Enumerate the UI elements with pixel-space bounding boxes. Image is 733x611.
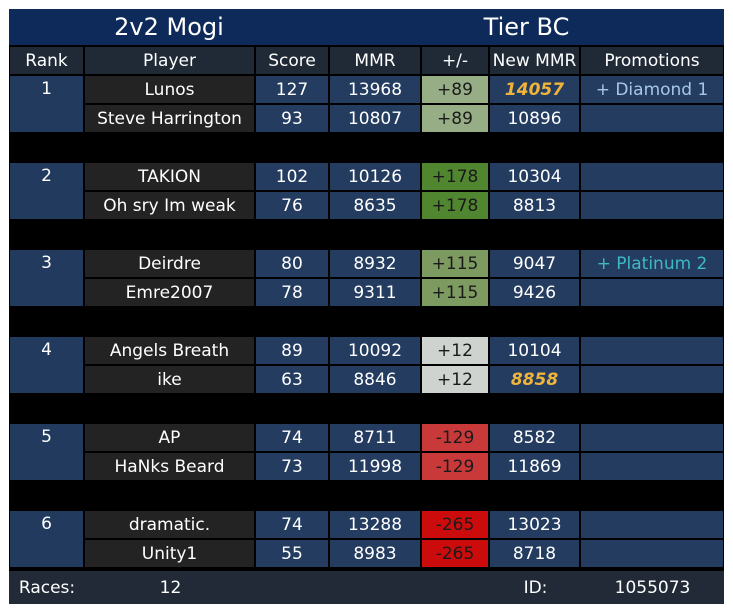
tier-label: Tier BC bbox=[329, 9, 724, 45]
player-delta: +178 bbox=[422, 192, 488, 219]
player-name: Deirdre bbox=[85, 250, 254, 277]
team-rank: 4 bbox=[10, 337, 83, 393]
player-new-mmr: 10896 bbox=[490, 105, 579, 132]
column-header-new-mmr: New MMR bbox=[490, 47, 579, 74]
player-promotion bbox=[581, 453, 723, 480]
player-score: 80 bbox=[256, 250, 328, 277]
player-mmr: 10126 bbox=[330, 163, 420, 190]
player-promotion bbox=[581, 511, 723, 538]
player-delta: +89 bbox=[422, 105, 488, 132]
player-promotion bbox=[581, 424, 723, 451]
player-new-mmr: 9426 bbox=[490, 279, 579, 306]
player-new-mmr: 11869 bbox=[490, 453, 579, 480]
player-new-mmr: 13023 bbox=[490, 511, 579, 538]
player-promotion bbox=[581, 279, 723, 306]
player-promotion bbox=[581, 540, 723, 567]
player-new-mmr: 8718 bbox=[490, 540, 579, 567]
player-mmr: 8932 bbox=[330, 250, 420, 277]
player-name: Lunos bbox=[85, 76, 254, 103]
player-delta: +115 bbox=[422, 250, 488, 277]
player-delta: +12 bbox=[422, 366, 488, 393]
player-delta: +89 bbox=[422, 76, 488, 103]
player-mmr: 8711 bbox=[330, 424, 420, 451]
player-delta: +12 bbox=[422, 337, 488, 364]
team-rank: 1 bbox=[10, 76, 83, 132]
player-promotion bbox=[581, 105, 723, 132]
column-header-mmr: MMR bbox=[330, 47, 420, 74]
player-name: Emre2007 bbox=[85, 279, 254, 306]
player-score: 74 bbox=[256, 511, 328, 538]
player-promotion bbox=[581, 192, 723, 219]
player-score: 76 bbox=[256, 192, 328, 219]
id-value: 1055073 bbox=[614, 577, 691, 598]
player-name: Steve Harrington bbox=[85, 105, 254, 132]
races-label: Races: bbox=[18, 577, 76, 598]
player-name: Angels Breath bbox=[85, 337, 254, 364]
player-score: 73 bbox=[256, 453, 328, 480]
player-new-mmr: 10304 bbox=[490, 163, 579, 190]
player-promotion bbox=[581, 366, 723, 393]
player-name: HaNks Beard bbox=[85, 453, 254, 480]
player-new-mmr: 10104 bbox=[490, 337, 579, 364]
team-rank: 2 bbox=[10, 163, 83, 219]
player-score: 127 bbox=[256, 76, 328, 103]
player-mmr: 10092 bbox=[330, 337, 420, 364]
player-name: AP bbox=[85, 424, 254, 451]
player-new-mmr: 9047 bbox=[490, 250, 579, 277]
player-promotion: + Diamond 1 bbox=[581, 76, 723, 103]
mogi-results-table: 2v2 Mogi Tier BC Rank Player Score MMR +… bbox=[9, 9, 724, 604]
player-new-mmr: 14057 bbox=[490, 76, 579, 103]
player-score: 89 bbox=[256, 337, 328, 364]
column-header-score: Score bbox=[256, 47, 328, 74]
player-new-mmr: 8858 bbox=[490, 366, 579, 393]
player-delta: -129 bbox=[422, 424, 488, 451]
player-delta: -265 bbox=[422, 511, 488, 538]
player-new-mmr: 8582 bbox=[490, 424, 579, 451]
player-score: 93 bbox=[256, 105, 328, 132]
column-header-player: Player bbox=[85, 47, 254, 74]
player-name: TAKION bbox=[85, 163, 254, 190]
player-mmr: 8635 bbox=[330, 192, 420, 219]
player-score: 74 bbox=[256, 424, 328, 451]
player-delta: +178 bbox=[422, 163, 488, 190]
table-title: 2v2 Mogi bbox=[9, 9, 329, 45]
player-delta: -129 bbox=[422, 453, 488, 480]
results-footer bbox=[9, 571, 724, 604]
player-mmr: 11998 bbox=[330, 453, 420, 480]
player-name: dramatic. bbox=[85, 511, 254, 538]
player-promotion bbox=[581, 337, 723, 364]
column-header-promotions: Promotions bbox=[581, 47, 723, 74]
player-delta: -265 bbox=[422, 540, 488, 567]
player-mmr: 8983 bbox=[330, 540, 420, 567]
column-header-rank: Rank bbox=[10, 47, 83, 74]
player-delta: +115 bbox=[422, 279, 488, 306]
player-name: ike bbox=[85, 366, 254, 393]
player-name: Unity1 bbox=[85, 540, 254, 567]
races-value: 12 bbox=[159, 577, 182, 598]
team-rank: 6 bbox=[10, 511, 83, 567]
player-promotion bbox=[581, 163, 723, 190]
player-mmr: 10807 bbox=[330, 105, 420, 132]
team-rank: 3 bbox=[10, 250, 83, 306]
player-score: 63 bbox=[256, 366, 328, 393]
player-score: 102 bbox=[256, 163, 328, 190]
player-mmr: 13288 bbox=[330, 511, 420, 538]
player-score: 78 bbox=[256, 279, 328, 306]
player-mmr: 8846 bbox=[330, 366, 420, 393]
player-score: 55 bbox=[256, 540, 328, 567]
team-rank: 5 bbox=[10, 424, 83, 480]
player-name: Oh sry Im weak bbox=[85, 192, 254, 219]
player-promotion: + Platinum 2 bbox=[581, 250, 723, 277]
id-label: ID: bbox=[523, 577, 548, 598]
player-mmr: 9311 bbox=[330, 279, 420, 306]
player-mmr: 13968 bbox=[330, 76, 420, 103]
column-header-delta: +/- bbox=[422, 47, 488, 74]
player-new-mmr: 8813 bbox=[490, 192, 579, 219]
